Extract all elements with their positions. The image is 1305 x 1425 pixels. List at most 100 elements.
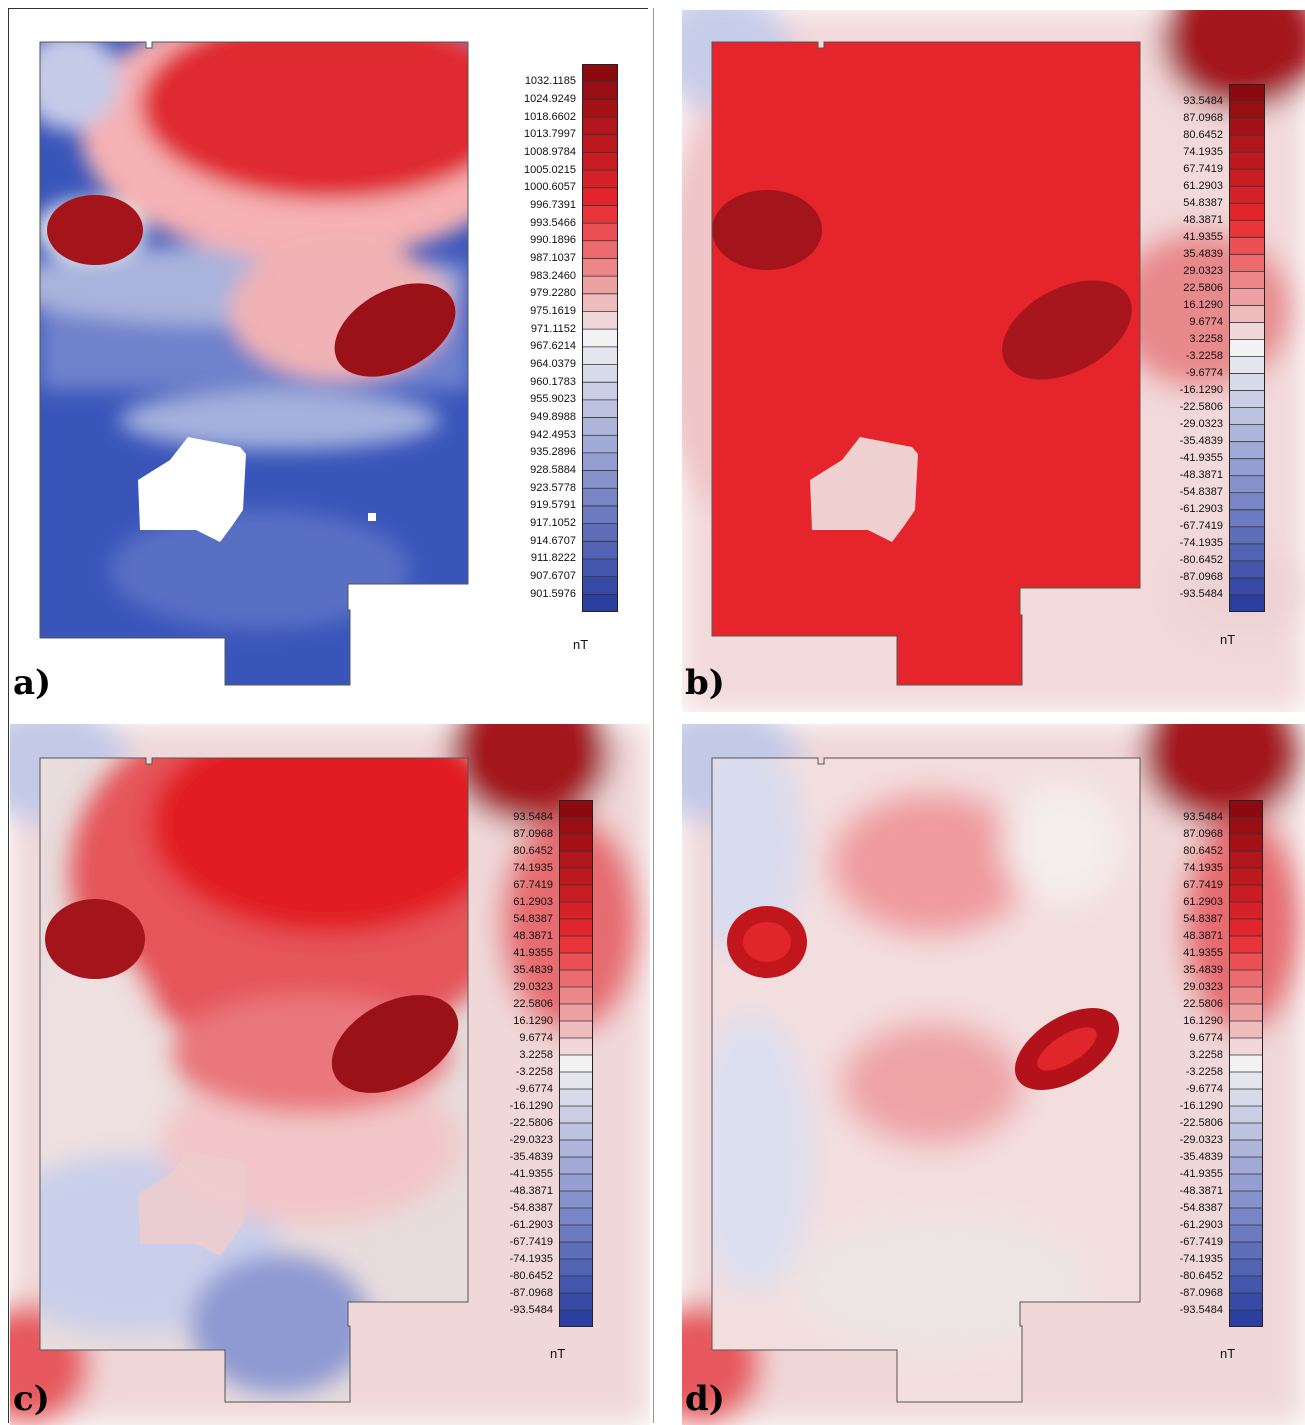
colorbar-label: 67.7419 [513, 878, 553, 891]
colorbar-band [1229, 902, 1263, 920]
colorbar-label: 990.1896 [530, 234, 576, 247]
colorbar-band [582, 470, 618, 489]
colorbar-band [559, 1225, 593, 1243]
colorbar-band [1229, 817, 1263, 835]
colorbar-band [1229, 543, 1265, 562]
colorbar-label: 949.8988 [530, 411, 576, 424]
colorbar-band [559, 1089, 593, 1107]
colorbar-band [559, 1293, 593, 1311]
colorbar-border [582, 64, 618, 612]
colorbar-band [582, 417, 618, 436]
panel-d: 93.5484 87.0968 80.6452 74.1935 67.7419 61.29… [682, 724, 1305, 1425]
frame-left-line [8, 8, 9, 1423]
panel-b-colorbar [1229, 84, 1265, 613]
panel-d-unit: nT [1220, 1346, 1236, 1361]
colorbar-label: 48.3871 [1183, 213, 1223, 226]
colorbar-band [582, 152, 618, 171]
colorbar-band [582, 205, 618, 224]
panel-d-colorbar [1229, 800, 1263, 1328]
colorbar-label: 87.0968 [1183, 111, 1223, 124]
colorbar-label: 928.5884 [530, 464, 576, 477]
colorbar-band [1229, 101, 1265, 119]
colorbar-label: -16.1290 [1179, 384, 1223, 397]
colorbar-band [582, 382, 618, 401]
panel-d-label: d) [685, 1379, 725, 1419]
colorbar-band [559, 1072, 593, 1090]
colorbar-band [1229, 1157, 1263, 1175]
colorbar-label: -87.0968 [509, 1286, 553, 1299]
colorbar-band [1229, 526, 1265, 545]
colorbar-label: 54.8387 [513, 912, 553, 925]
colorbar-band [1229, 1089, 1263, 1107]
colorbar-label: 48.3871 [1183, 929, 1223, 942]
colorbar-band [1229, 339, 1265, 358]
colorbar-label: 914.6707 [530, 534, 576, 547]
panel-a-unit: nT [573, 637, 589, 652]
colorbar-label: -74.1935 [1179, 1252, 1223, 1265]
colorbar-band [1229, 1106, 1263, 1124]
colorbar-label: 67.7419 [1183, 162, 1223, 175]
colorbar-label: -16.1290 [509, 1099, 553, 1112]
colorbar-band [582, 276, 618, 295]
colorbar-label: 61.2903 [1183, 895, 1223, 908]
colorbar-label: -61.2903 [1179, 1218, 1223, 1231]
colorbar-label: -67.7419 [1179, 520, 1223, 533]
colorbar-border [1229, 800, 1263, 1327]
colorbar-label: 917.1052 [530, 517, 576, 530]
colorbar-band [1229, 1208, 1263, 1226]
colorbar-label: 960.1783 [530, 375, 576, 388]
colorbar-band [582, 117, 618, 136]
panel-b-map [682, 10, 1305, 712]
colorbar-band [1229, 1055, 1263, 1073]
colorbar-band [1229, 305, 1265, 323]
colorbar-label: 1008.9784 [524, 145, 576, 158]
colorbar-label: 35.4839 [1183, 963, 1223, 976]
colorbar-label: 9.6774 [519, 1031, 553, 1044]
colorbar-label: 1032.1185 [524, 75, 576, 88]
colorbar-label: 16.1290 [1183, 1014, 1223, 1027]
colorbar-label: 942.4953 [530, 428, 576, 441]
colorbar-label: -35.4839 [509, 1150, 553, 1163]
frame-middle-line [653, 8, 654, 1423]
colorbar-band [1229, 834, 1263, 852]
colorbar-svg [559, 800, 593, 1328]
colorbar-band [1229, 987, 1263, 1005]
colorbar-label: -3.2258 [1185, 350, 1223, 363]
colorbar-label: 54.8387 [1183, 912, 1223, 925]
colorbar-band [1229, 1140, 1263, 1158]
colorbar-band [1229, 1123, 1263, 1141]
colorbar-label: 955.9023 [530, 393, 576, 406]
colorbar-label: 919.5791 [530, 499, 576, 512]
colorbar-band [559, 970, 593, 988]
colorbar-label: -93.5484 [1179, 1303, 1223, 1316]
colorbar-band [1229, 203, 1265, 221]
colorbar-label: -74.1935 [509, 1252, 553, 1265]
colorbar-band [559, 1106, 593, 1124]
colorbar-band [559, 919, 593, 937]
colorbar-border [1229, 84, 1265, 612]
colorbar-label: 964.0379 [530, 358, 576, 371]
colorbar-band [1229, 1191, 1263, 1209]
colorbar-label: 48.3871 [513, 929, 553, 942]
colorbar-band [582, 505, 618, 525]
colorbar-label: 16.1290 [513, 1014, 553, 1027]
colorbar-band [1229, 1242, 1263, 1260]
panel-a-map [39, 41, 469, 686]
colorbar-band [559, 1055, 593, 1073]
colorbar-band [559, 1310, 593, 1328]
colorbar-label: -22.5806 [1179, 401, 1223, 414]
colorbar-band [1229, 220, 1265, 238]
colorbar-label: 22.5806 [513, 997, 553, 1010]
colorbar-label: 35.4839 [1183, 247, 1223, 260]
colorbar-label: 16.1290 [1183, 298, 1223, 311]
colorbar-band [1229, 475, 1265, 494]
colorbar-band [559, 868, 593, 886]
colorbar-label: 93.5484 [1183, 94, 1223, 107]
colorbar-band [582, 346, 618, 366]
colorbar-band [1229, 1293, 1263, 1311]
colorbar-label: -80.6452 [509, 1269, 553, 1282]
colorbar-label: 996.7391 [530, 198, 576, 211]
colorbar-label: -80.6452 [1179, 554, 1223, 567]
colorbar-label: -9.6774 [515, 1082, 553, 1095]
colorbar-band [1229, 1072, 1263, 1090]
